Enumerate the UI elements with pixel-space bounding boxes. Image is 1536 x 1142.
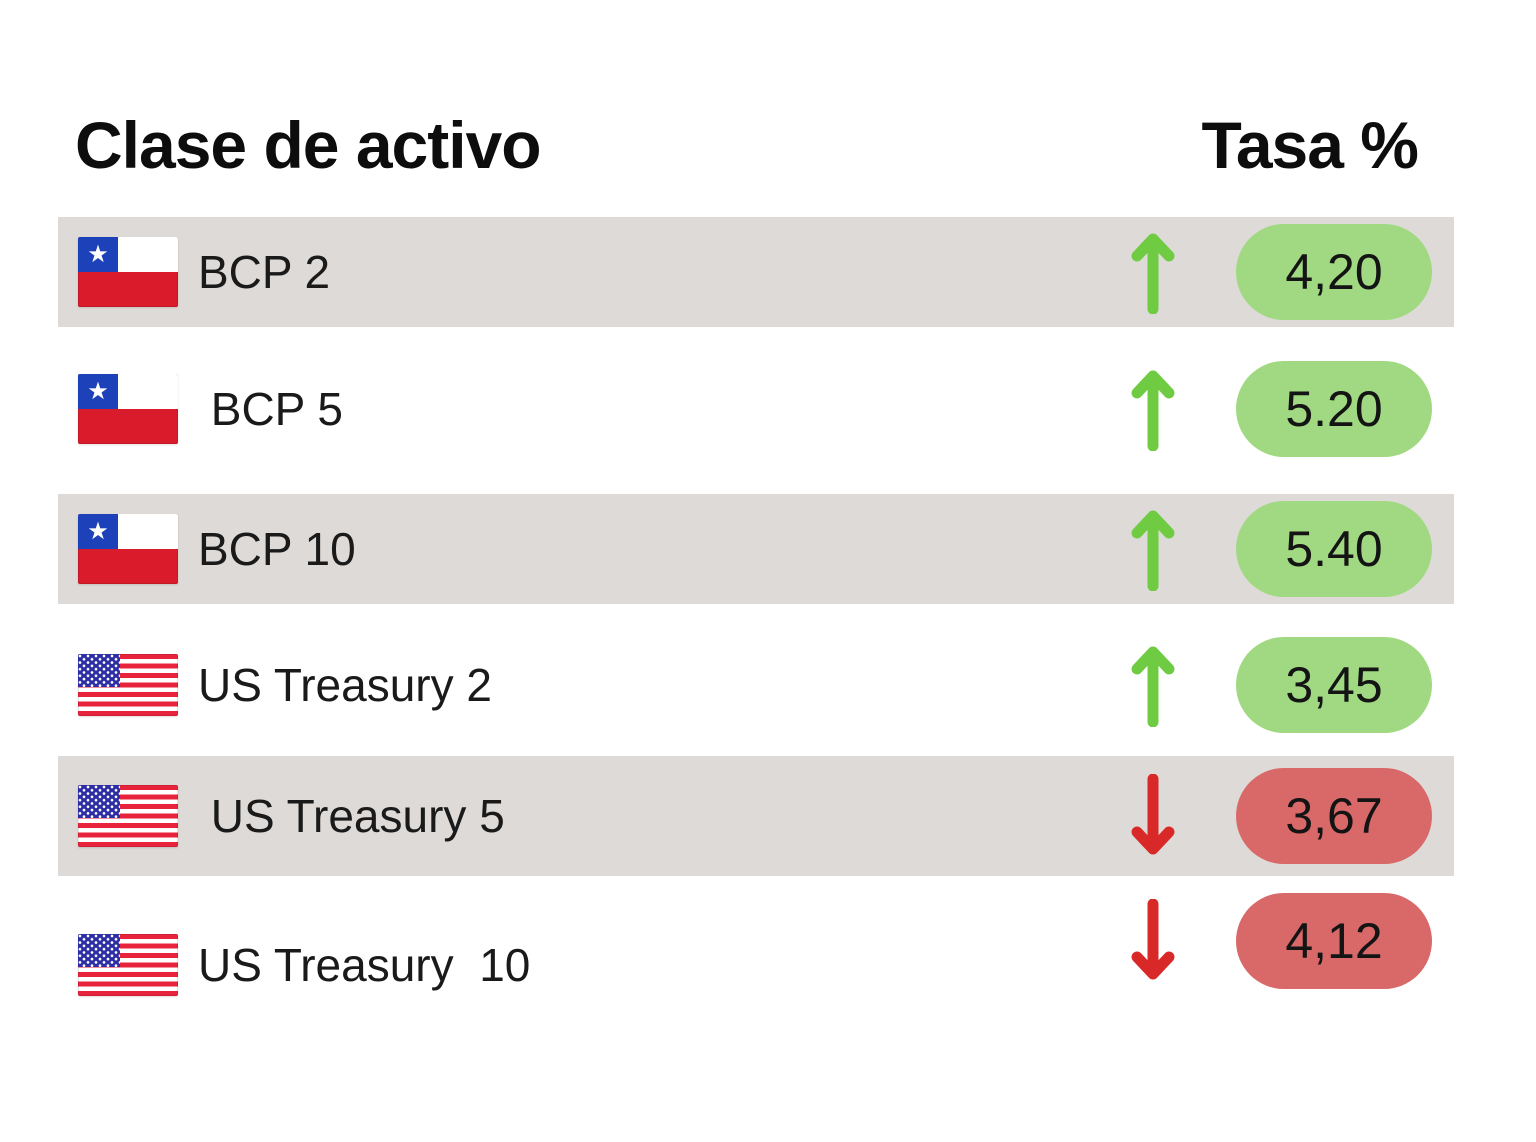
rate-value: 4,12 bbox=[1285, 913, 1383, 969]
rate-value: 4,20 bbox=[1285, 244, 1383, 300]
table-row-bcp-2: ★ BCP 2 4,20 bbox=[58, 217, 1454, 327]
asset-class-header: Clase de activo bbox=[75, 108, 542, 182]
chile-flag-star: ★ bbox=[78, 514, 118, 549]
up-arrow-icon bbox=[1131, 233, 1175, 314]
rate-value: 3,45 bbox=[1285, 657, 1383, 713]
asset-label: BCP 10 bbox=[198, 523, 356, 575]
asset-label: BCP 5 bbox=[198, 383, 343, 435]
table-row-bcp-5: ★ BCP 5 5.20 bbox=[58, 354, 1454, 464]
asset-label: US Treasury 10 bbox=[198, 939, 531, 991]
rate-header: Tasa % bbox=[1201, 108, 1419, 182]
chile-flag-star: ★ bbox=[78, 237, 118, 272]
chile-flag-icon: ★ bbox=[78, 374, 178, 444]
asset-label: US Treasury 2 bbox=[198, 659, 492, 711]
rate-pill: 3,45 bbox=[1236, 637, 1432, 733]
asset-label: US Treasury 5 bbox=[198, 790, 505, 842]
asset-label: BCP 2 bbox=[198, 246, 331, 298]
chile-flag-icon: ★ bbox=[78, 237, 178, 307]
rate-pill: 3,67 bbox=[1236, 768, 1432, 864]
up-arrow-icon bbox=[1131, 646, 1175, 727]
up-arrow-icon bbox=[1131, 510, 1175, 591]
table-row-us-treasury-10: US Treasury 10 4,12 bbox=[58, 886, 1454, 996]
us-flag-canton bbox=[78, 654, 120, 688]
table-row-bcp-10: ★ BCP 10 5.40 bbox=[58, 494, 1454, 604]
rate-value: 3,67 bbox=[1285, 788, 1383, 844]
rate-value: 5.20 bbox=[1285, 381, 1383, 437]
down-arrow-icon bbox=[1131, 899, 1175, 980]
rate-pill: 5.20 bbox=[1236, 361, 1432, 457]
table-row-us-treasury-2: US Treasury 2 3,45 bbox=[58, 630, 1454, 740]
table-row-us-treasury-5: US Treasury 5 3,67 bbox=[58, 756, 1454, 876]
down-arrow-icon bbox=[1131, 774, 1175, 855]
rate-pill: 4,12 bbox=[1236, 893, 1432, 989]
chile-flag-star: ★ bbox=[78, 374, 118, 409]
rate-pill: 5.40 bbox=[1236, 501, 1432, 597]
up-arrow-icon bbox=[1131, 370, 1175, 451]
us-flag-icon bbox=[78, 654, 178, 716]
us-flag-canton bbox=[78, 785, 120, 819]
us-flag-icon bbox=[78, 934, 178, 996]
us-flag-icon bbox=[78, 785, 178, 847]
chile-flag-icon: ★ bbox=[78, 514, 178, 584]
rate-pill: 4,20 bbox=[1236, 224, 1432, 320]
us-flag-canton bbox=[78, 934, 120, 968]
rate-value: 5.40 bbox=[1285, 521, 1383, 577]
